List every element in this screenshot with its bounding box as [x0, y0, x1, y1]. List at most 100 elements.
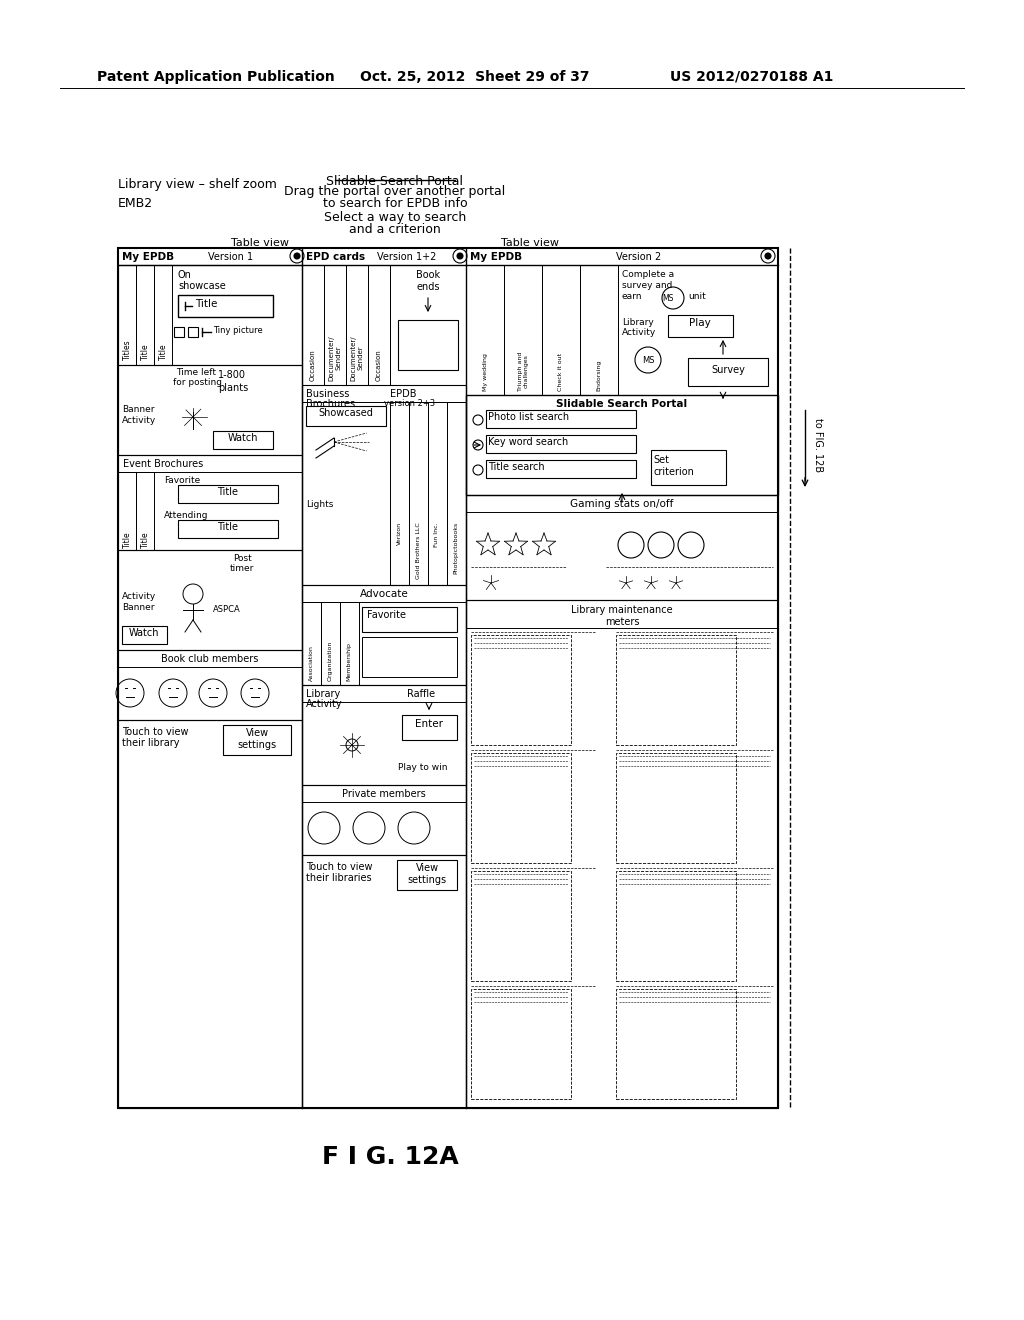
Bar — [362, 607, 457, 632]
Bar — [402, 715, 457, 741]
Text: ASPCA: ASPCA — [213, 605, 241, 614]
Circle shape — [765, 253, 771, 259]
Text: Book: Book — [416, 271, 440, 280]
Text: F I G. 12A: F I G. 12A — [322, 1144, 459, 1170]
Text: Favorite: Favorite — [367, 610, 406, 620]
Text: Association: Association — [308, 645, 313, 681]
Text: Membership: Membership — [346, 642, 351, 681]
Bar — [486, 459, 636, 478]
Text: unit: unit — [688, 292, 706, 301]
Text: Library view – shelf zoom: Library view – shelf zoom — [118, 178, 276, 191]
Text: My EPDB: My EPDB — [122, 252, 174, 261]
Text: Photopictobooks: Photopictobooks — [454, 521, 459, 574]
Bar — [486, 411, 636, 428]
Bar — [616, 752, 736, 863]
Text: Version 1+2: Version 1+2 — [377, 252, 436, 261]
Text: settings: settings — [238, 741, 276, 750]
Bar — [688, 358, 768, 385]
Bar — [397, 861, 457, 890]
Bar — [118, 550, 302, 649]
Bar — [409, 403, 428, 585]
Text: Brochures: Brochures — [306, 399, 355, 409]
Bar — [136, 265, 154, 366]
Text: Title: Title — [123, 531, 131, 548]
Bar — [302, 265, 324, 385]
Bar — [486, 436, 636, 453]
Bar — [390, 403, 409, 585]
Text: On: On — [178, 271, 191, 280]
Bar — [471, 989, 571, 1100]
Text: US 2012/0270188 A1: US 2012/0270188 A1 — [670, 70, 834, 84]
Bar — [223, 725, 291, 755]
Bar — [542, 265, 580, 395]
Bar — [466, 395, 778, 495]
Bar — [618, 265, 778, 395]
Bar — [616, 989, 736, 1100]
Text: Event Brochures: Event Brochures — [123, 459, 203, 469]
Bar — [428, 403, 447, 585]
Text: Tiny picture: Tiny picture — [213, 326, 263, 335]
Text: Play to win: Play to win — [398, 763, 447, 772]
Bar — [136, 473, 154, 550]
Bar — [302, 385, 466, 585]
Bar — [398, 319, 458, 370]
Text: version 2+3: version 2+3 — [384, 399, 435, 408]
Text: ends: ends — [416, 282, 439, 292]
Text: EMB2: EMB2 — [118, 197, 154, 210]
Text: Occasion: Occasion — [376, 350, 382, 381]
Circle shape — [457, 253, 463, 259]
Text: Banner: Banner — [122, 603, 155, 612]
Bar — [362, 638, 457, 677]
Bar — [471, 752, 571, 863]
Bar — [302, 785, 466, 855]
Text: Business: Business — [306, 389, 349, 399]
Text: Triumph and
challenges: Triumph and challenges — [517, 351, 528, 391]
Bar — [466, 495, 778, 601]
Bar — [368, 265, 390, 385]
Bar — [466, 265, 504, 395]
Text: Slidable Search Portal: Slidable Search Portal — [327, 176, 464, 187]
Text: Title: Title — [140, 531, 150, 548]
Text: Post: Post — [233, 554, 252, 564]
Text: criterion: criterion — [653, 467, 694, 477]
Text: timer: timer — [230, 564, 254, 573]
Text: Library maintenance: Library maintenance — [571, 605, 673, 615]
Bar — [188, 327, 198, 337]
Bar — [118, 366, 302, 455]
Text: Title: Title — [140, 343, 150, 360]
Bar — [302, 602, 321, 685]
Bar — [447, 403, 466, 585]
Text: Occasion: Occasion — [310, 350, 316, 381]
Bar — [118, 719, 302, 1107]
Bar — [213, 432, 273, 449]
Text: showcase: showcase — [178, 281, 225, 290]
Text: View: View — [246, 729, 268, 738]
Text: Touch to view: Touch to view — [122, 727, 188, 737]
Text: Play: Play — [689, 318, 711, 327]
Text: Showcased: Showcased — [318, 408, 374, 418]
Bar — [118, 473, 136, 550]
Text: EPD cards: EPD cards — [306, 252, 366, 261]
Text: Set: Set — [653, 455, 669, 465]
Text: MS: MS — [642, 356, 654, 366]
Bar — [302, 855, 466, 1107]
Bar — [346, 265, 368, 385]
Text: Library: Library — [622, 318, 653, 327]
Text: Attending: Attending — [164, 511, 209, 520]
Text: Fun Inc.: Fun Inc. — [434, 521, 439, 546]
Text: Endorsing: Endorsing — [597, 359, 601, 391]
Bar — [471, 635, 571, 744]
Text: Drag the portal over another portal: Drag the portal over another portal — [285, 185, 506, 198]
Text: Select a way to search: Select a way to search — [324, 211, 466, 224]
Bar — [651, 450, 726, 484]
Text: Complete a: Complete a — [622, 271, 674, 279]
Text: Touch to view: Touch to view — [306, 862, 373, 873]
Bar — [118, 265, 136, 366]
Text: Gaming stats on/off: Gaming stats on/off — [570, 499, 674, 510]
Text: Watch: Watch — [227, 433, 258, 444]
Text: Version 2: Version 2 — [616, 252, 662, 261]
Text: Title: Title — [159, 343, 168, 360]
Text: Organization: Organization — [328, 640, 333, 681]
Bar — [118, 248, 778, 1107]
Text: Title: Title — [217, 521, 239, 532]
